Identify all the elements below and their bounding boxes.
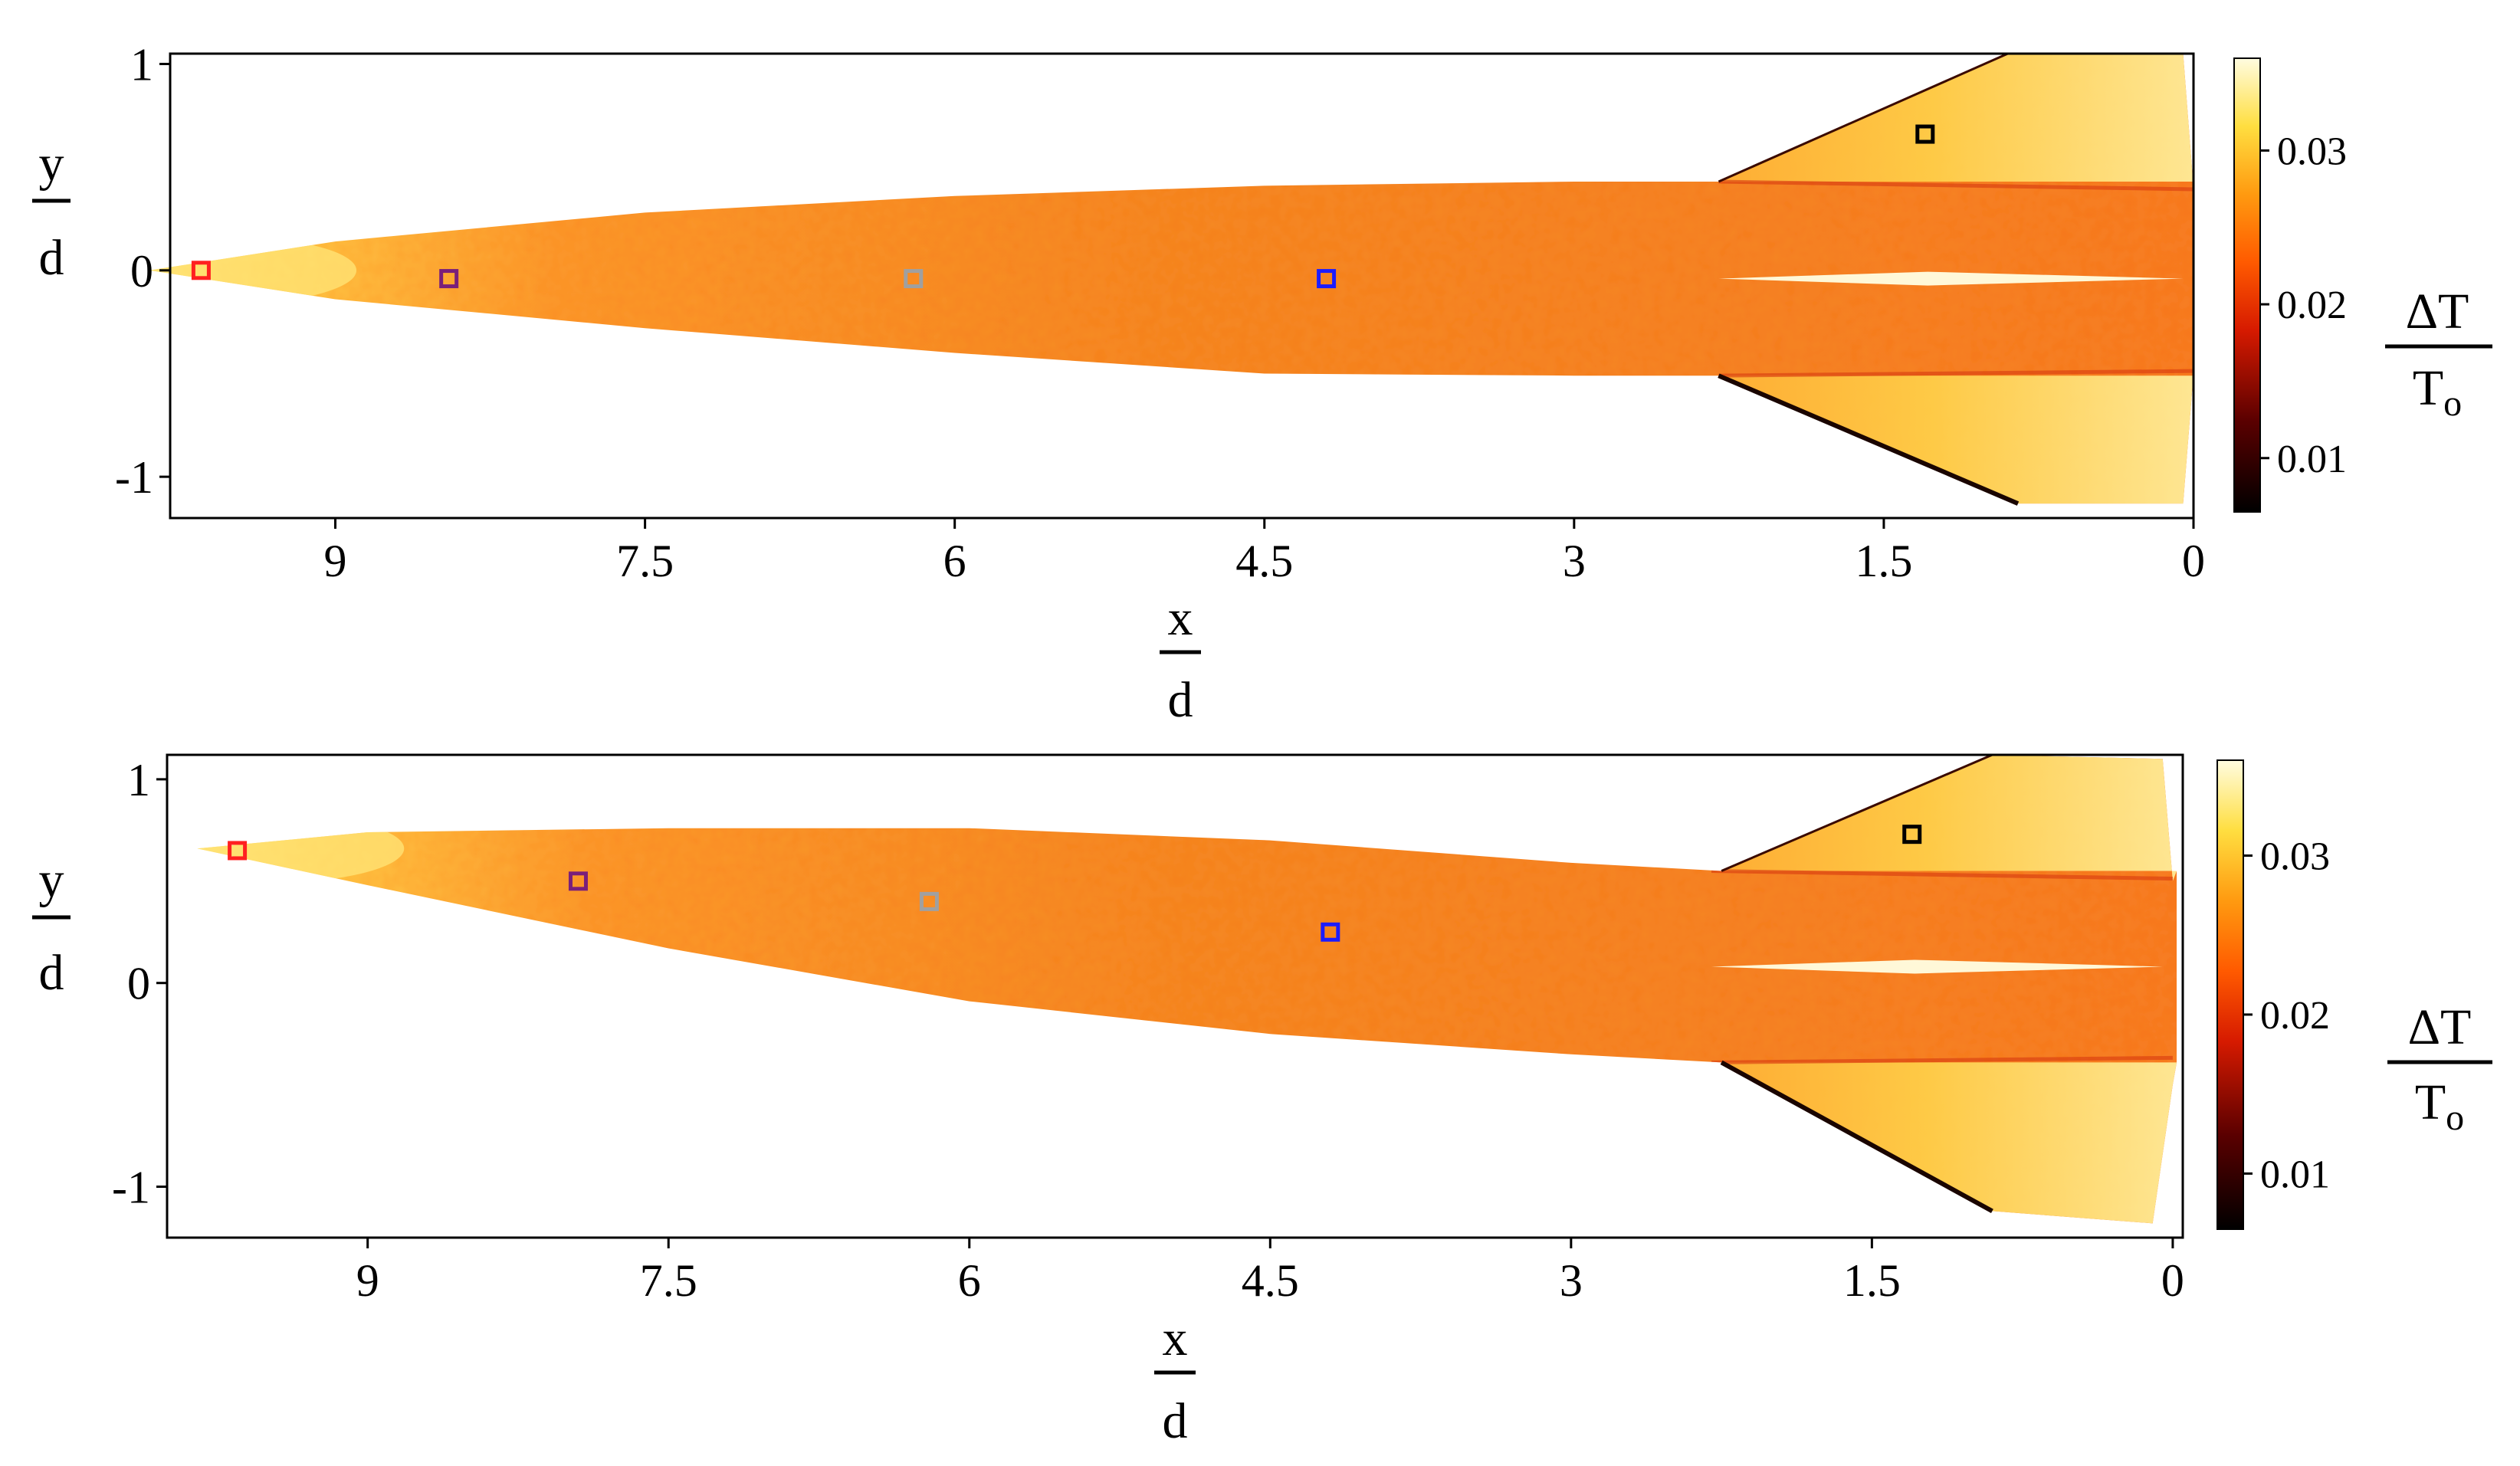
bottom-cbar-label-denominator: To xyxy=(2415,1074,2464,1138)
top-centre-fin-streak xyxy=(1718,271,2184,286)
top-xlabel-denominator: d xyxy=(1168,672,1193,728)
top-marker-3 xyxy=(904,269,924,289)
top-marker-4 xyxy=(1317,269,1337,289)
bottom-upper-fin-edge xyxy=(1721,753,1993,872)
top-upper-seam xyxy=(1718,179,2194,192)
top-xtick-label-1: 7.5 xyxy=(616,536,674,586)
top-ytick-label-2: -1 xyxy=(115,452,153,503)
top-cbar-label-numerator: ΔT xyxy=(2406,284,2469,339)
top-ylabel-numerator: y xyxy=(39,136,64,192)
top-colorbar: 0.01 0.02 0.03 ΔT To xyxy=(2233,57,2492,513)
bottom-marker-2 xyxy=(568,871,588,891)
bottom-cbar-label-T: T xyxy=(2415,1074,2446,1130)
top-x-ticks: 9 7.5 6 4.5 3 1.5 0 xyxy=(324,518,2205,586)
top-xlabel-numerator: x xyxy=(1168,590,1193,646)
bottom-marker-4 xyxy=(1321,922,1340,942)
top-markers xyxy=(191,124,1935,289)
bottom-marker-1 xyxy=(228,841,248,861)
top-xtick-label-6: 0 xyxy=(2182,536,2205,586)
bottom-colorbar-label: ΔT To xyxy=(2387,999,2492,1138)
top-marker-1 xyxy=(191,261,211,280)
bottom-xtick-label-3: 4.5 xyxy=(1242,1255,1299,1306)
top-heatmap xyxy=(149,52,2194,506)
top-ylabel-denominator: d xyxy=(39,230,64,286)
bottom-upper-seam xyxy=(1711,869,2173,881)
bottom-colorbar-gradient xyxy=(2216,759,2244,1230)
bottom-x-axis-label: x d xyxy=(1154,1310,1196,1449)
bottom-panel: 9 7.5 6 4.5 3 1.5 0 1 0 -1 y d x d 0.01 0.02 0.03 … xyxy=(32,753,2492,1449)
top-body-fill xyxy=(149,54,2194,504)
bottom-ylabel-numerator: y xyxy=(39,852,64,908)
top-cbar-label-denominator: To xyxy=(2413,360,2462,424)
top-colorbar-ticks: 0.01 0.02 0.03 xyxy=(2260,130,2347,481)
top-cbar-tick-label-2: 0.03 xyxy=(2277,130,2347,173)
bottom-cbar-label-numerator: ΔT xyxy=(2408,999,2472,1055)
top-panel: 9 7.5 6 4.5 3 1.5 0 1 0 -1 y d x d 0.01 0.02 0.03 … xyxy=(32,39,2492,728)
bottom-ylabel-denominator: d xyxy=(39,945,64,1001)
bottom-y-axis-label: y d xyxy=(32,852,71,1001)
bottom-xlabel-denominator: d xyxy=(1163,1393,1188,1449)
top-ytick-label-0: 1 xyxy=(130,39,153,90)
top-cbar-tick-label-1: 0.02 xyxy=(2277,284,2347,327)
bottom-plot-frame xyxy=(166,753,2184,1239)
top-plot-frame xyxy=(169,52,2195,520)
bottom-xtick-label-1: 7.5 xyxy=(640,1255,697,1306)
bottom-lower-seam xyxy=(1711,1055,2173,1064)
bottom-ytick-label-2: -1 xyxy=(112,1163,150,1213)
bottom-cbar-tick-label-2: 0.03 xyxy=(2260,835,2330,878)
bottom-cbar-tick-label-1: 0.02 xyxy=(2260,994,2330,1038)
top-y-ticks: 1 0 -1 xyxy=(115,39,170,503)
top-cbar-tick-label-0: 0.01 xyxy=(2277,438,2347,481)
bottom-cbar-tick-label-0: 0.01 xyxy=(2260,1153,2330,1196)
top-xtick-label-0: 9 xyxy=(324,536,347,586)
top-cbar-label-T: T xyxy=(2413,360,2443,416)
bottom-ytick-label-0: 1 xyxy=(127,755,150,805)
top-xtick-label-2: 6 xyxy=(943,536,966,586)
bottom-xtick-label-6: 0 xyxy=(2161,1255,2184,1306)
bottom-xtick-label-5: 1.5 xyxy=(1843,1255,1901,1306)
bottom-upper-fin xyxy=(1721,755,2177,881)
bottom-xtick-label-0: 9 xyxy=(356,1255,379,1306)
bottom-centre-fin-streak xyxy=(1711,959,2163,974)
bottom-marker-3 xyxy=(919,891,939,911)
bottom-body-fill xyxy=(197,755,2177,1224)
top-lower-fin-edge xyxy=(1718,373,2020,506)
top-y-axis-label: y d xyxy=(32,136,71,286)
top-nose-hotspot xyxy=(149,235,357,305)
bottom-xtick-label-4: 3 xyxy=(1560,1255,1583,1306)
top-colorbar-label: ΔT To xyxy=(2385,284,2492,424)
bottom-lower-fin-edge xyxy=(1720,1060,1993,1214)
bottom-xtick-label-2: 6 xyxy=(958,1255,981,1306)
bottom-heatmap xyxy=(197,753,2177,1224)
bottom-lower-fin xyxy=(1721,1062,2177,1224)
top-ytick-label-1: 0 xyxy=(130,246,153,297)
bottom-y-ticks: 1 0 -1 xyxy=(112,755,167,1213)
top-lower-fin xyxy=(1718,373,2194,504)
bottom-marker-5 xyxy=(1902,825,1922,845)
bottom-ytick-label-1: 0 xyxy=(127,959,150,1009)
top-xtick-label-4: 3 xyxy=(1563,536,1586,586)
top-upper-fin-edge xyxy=(1718,52,2009,183)
top-x-axis-label: x d xyxy=(1160,590,1201,728)
top-lower-seam xyxy=(1718,369,2194,378)
top-marker-2 xyxy=(439,269,459,289)
top-marker-5 xyxy=(1915,124,1935,144)
top-xtick-label-5: 1.5 xyxy=(1855,536,1912,586)
bottom-nose-hotspot xyxy=(197,814,405,884)
top-colorbar-gradient xyxy=(2233,57,2261,513)
bottom-xlabel-numerator: x xyxy=(1163,1310,1188,1366)
bottom-colorbar: 0.01 0.02 0.03 ΔT To xyxy=(2216,759,2492,1230)
bottom-colorbar-ticks: 0.01 0.02 0.03 xyxy=(2243,835,2330,1196)
bottom-markers xyxy=(228,825,1922,942)
bottom-x-ticks: 9 7.5 6 4.5 3 1.5 0 xyxy=(356,1238,2184,1306)
bottom-cbar-label-sub: o xyxy=(2446,1097,2464,1138)
top-cbar-label-sub: o xyxy=(2443,383,2462,424)
top-upper-fin xyxy=(1718,54,2194,189)
top-xtick-label-3: 4.5 xyxy=(1235,536,1293,586)
